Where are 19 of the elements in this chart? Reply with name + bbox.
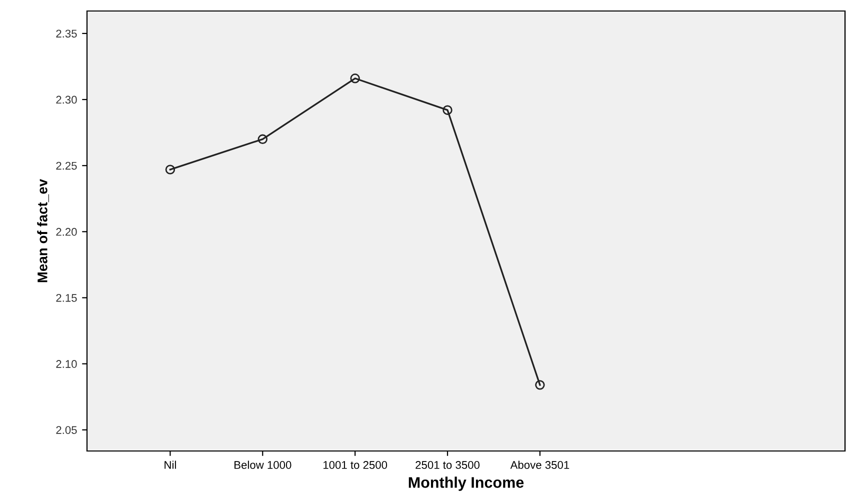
x-axis-title: Monthly Income [408,476,524,491]
x-tick-label: Nil [164,460,176,469]
point [350,74,360,84]
y-tick-label: 2.35 [56,30,77,38]
y-tick-label: 2.20 [56,228,77,236]
y-tick-label: 2.25 [56,162,77,170]
y-axis-title: Mean of fact_ev [37,178,49,282]
x-tick-label: Below 1000 [234,460,292,469]
y-tick-label: 2.05 [56,426,77,434]
point [165,164,176,174]
x-tick-label: 2501 to 3500 [416,461,480,469]
y-tick-label: 2.30 [56,96,77,104]
point [442,105,452,115]
x-tick-label: Above 3501 [510,460,570,469]
point [535,380,545,390]
x-tick-label: 1001 to 2500 [323,461,388,469]
point [258,134,268,144]
y-tick-label: 2.10 [56,360,77,368]
y-tick-label: 2.15 [56,294,77,302]
